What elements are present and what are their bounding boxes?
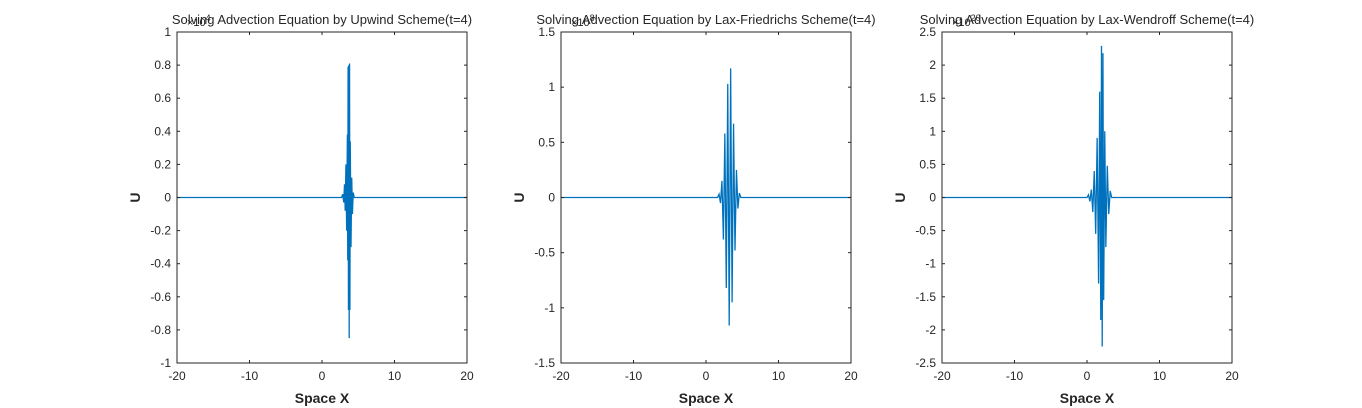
y-tick-label: -1 — [160, 356, 171, 370]
x-tick-label: -20 — [933, 369, 951, 383]
y-tick-label: -0.6 — [150, 290, 171, 304]
y-tick-label: -1.5 — [915, 290, 936, 304]
y-tick-label: 0.5 — [538, 135, 555, 149]
y-axis-label: U — [892, 192, 908, 202]
series-line-1 — [942, 45, 1232, 347]
y-tick-label: -0.5 — [915, 224, 936, 238]
y-tick-label: -0.4 — [150, 257, 171, 271]
x-tick-label: 20 — [1225, 369, 1239, 383]
y-tick-label: 1.5 — [919, 91, 936, 105]
y-axis-label: U — [511, 192, 527, 202]
subplot-3: -20 -10 0 10 20 2.5 2 1.5 1 0.5 0 -0.5 -1 -1.5 -2 -2.5 ×… — [892, 12, 1254, 406]
y-tick-label: -2.5 — [915, 356, 936, 370]
y-tick-label: -0.2 — [150, 224, 171, 238]
y-tick-label: 1 — [164, 25, 171, 39]
x-tick-label: -10 — [1006, 369, 1024, 383]
y-tick-label: -1 — [925, 257, 936, 271]
x-tick-label: 20 — [460, 369, 474, 383]
y-axis-label: U — [127, 192, 143, 202]
y-tick-label: 0 — [929, 191, 936, 205]
x-tick-label: 20 — [844, 369, 858, 383]
x-tick-label: -10 — [625, 369, 643, 383]
x-tick-label: 10 — [1153, 369, 1167, 383]
y-tick-label: 0.8 — [154, 58, 171, 72]
y-tick-label: 0 — [164, 191, 171, 205]
y-tick-label: 1 — [548, 80, 555, 94]
y-tick-label: 0 — [548, 191, 555, 205]
y-exponent-label: ×1020 — [952, 13, 981, 29]
y-tick-label: 0.6 — [154, 91, 171, 105]
y-tick-label: -0.8 — [150, 323, 171, 337]
x-axis-label: Space X — [679, 390, 734, 406]
y-exponent-label: ×108 — [571, 13, 595, 29]
y-tick-label: 2.5 — [919, 25, 936, 39]
y-tick-label: -1.5 — [534, 356, 555, 370]
plot-title: Solving Advection Equation by Lax-Friedr… — [536, 12, 875, 27]
y-tick-label: 0.5 — [919, 157, 936, 171]
plot-title: Solving Advection Equation by Upwind Sch… — [172, 12, 472, 27]
y-tick-label: -0.5 — [534, 246, 555, 260]
x-tick-label: -20 — [552, 369, 570, 383]
x-tick-label: 10 — [772, 369, 786, 383]
plot-title: Solving Advection Equation by Lax-Wendro… — [920, 12, 1254, 27]
y-tick-label: -1 — [544, 301, 555, 315]
y-tick-label: 0.2 — [154, 157, 171, 171]
subplot-2: -20 -10 0 10 20 1.5 1 0.5 0 -0.5 -1 -1.5 ×108Solving… — [511, 12, 876, 406]
y-tick-label: -2 — [925, 323, 936, 337]
x-tick-label: 10 — [388, 369, 402, 383]
y-exponent-label: ×104 — [187, 13, 211, 29]
x-tick-label: 0 — [1084, 369, 1091, 383]
x-tick-label: -20 — [168, 369, 186, 383]
x-tick-label: 0 — [319, 369, 326, 383]
y-tick-label: 1.5 — [538, 25, 555, 39]
x-tick-label: -10 — [241, 369, 259, 383]
series-line-1 — [561, 68, 851, 326]
y-tick-label: 1 — [929, 124, 936, 138]
x-tick-label: 0 — [703, 369, 710, 383]
y-tick-label: 0.4 — [154, 124, 171, 138]
y-tick-label: 2 — [929, 58, 936, 72]
series-line-1 — [177, 63, 467, 339]
subplot-1: -20 -10 0 10 20 1 0.8 0.6 0.4 0.2 0 -0.2 -0.4 -0.6 -0.… — [127, 12, 474, 406]
x-axis-label: Space X — [1060, 390, 1115, 406]
x-axis-label: Space X — [295, 390, 350, 406]
